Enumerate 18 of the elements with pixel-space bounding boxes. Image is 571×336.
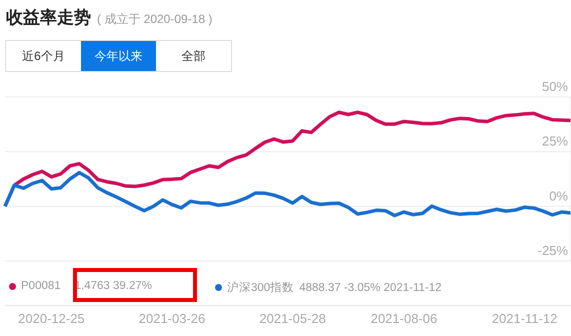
x-tick-label: 2021-05-28: [258, 311, 327, 326]
y-tick-label: 0%: [549, 188, 568, 204]
chart-title: 收益率走势: [6, 8, 91, 27]
legend-label: 沪深300指数: [227, 280, 294, 295]
text: 全部: [156, 41, 231, 71]
x-tick-label: 2021-03-26: [138, 311, 206, 326]
x-tick-label: 2021-08-06: [370, 311, 438, 326]
x-tick-label: 2020-12-25: [17, 311, 86, 326]
text: 1.4763 39.27%: [74, 280, 152, 292]
y-tick-label: 25%: [542, 134, 568, 149]
legend-label: P00081: [21, 280, 61, 292]
y-tick-label: -25%: [538, 243, 568, 258]
text: 近6个月: [6, 41, 81, 71]
chart-subtitle: ( 成立于 2020-09-18 ): [97, 12, 212, 26]
text: 今年以来: [81, 41, 156, 71]
y-tick-label: 50%: [542, 79, 568, 94]
x-tick-label: 2021-11-12: [490, 311, 558, 326]
text: 4888.37 -3.05% 2021-11-12: [299, 282, 442, 294]
